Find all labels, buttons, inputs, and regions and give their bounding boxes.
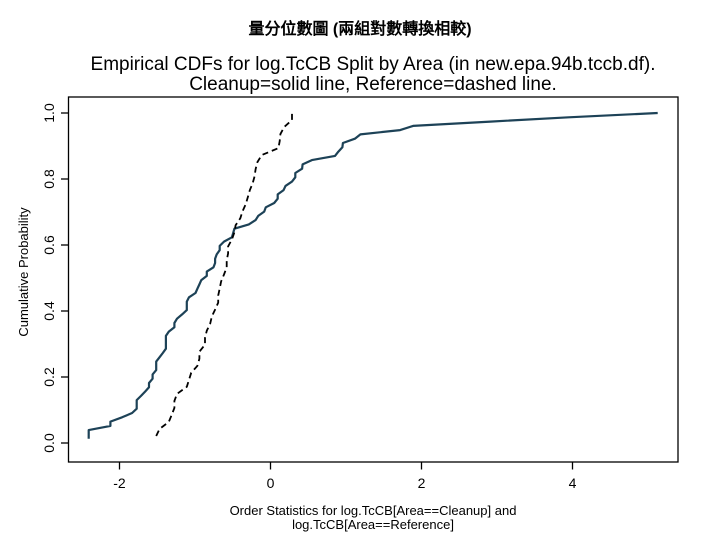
x-tick-label: 4 [569,475,577,491]
y-tick-label: 0.0 [41,433,57,453]
plot-frame [67,96,679,463]
x-tick-label: 2 [418,475,426,491]
x-tick-label: -2 [113,475,126,491]
slide-title: 量分位數圖 (兩組對數轉換相較) [248,21,472,38]
reference-ecdf-line [155,113,293,437]
y-tick-label: 0.8 [41,169,57,189]
x-axis-label: Order Statistics for log.TcCB[Area==Clea… [26,504,720,532]
chart-title-line1: Empirical CDFs for log.TcCB Split by Are… [90,54,656,75]
y-tick-label: 0.2 [41,367,57,387]
y-tick-label: 0.4 [41,301,57,321]
y-axis-label: Cumulative Probability [16,207,31,337]
x-axis-label-line1: Order Statistics for log.TcCB[Area==Clea… [229,503,517,518]
y-tick-label: 1.0 [41,103,57,123]
x-axis-label-line2: log.TcCB[Area==Reference] [292,517,454,532]
x-tick-label: 0 [267,475,275,491]
y-tick-label: 0.6 [41,235,57,255]
chart-title-line2: Cleanup=solid line, Reference=dashed lin… [189,74,557,95]
cleanup-ecdf-line [87,111,658,439]
chart-title: Empirical CDFs for log.TcCB Split by Are… [26,55,720,95]
